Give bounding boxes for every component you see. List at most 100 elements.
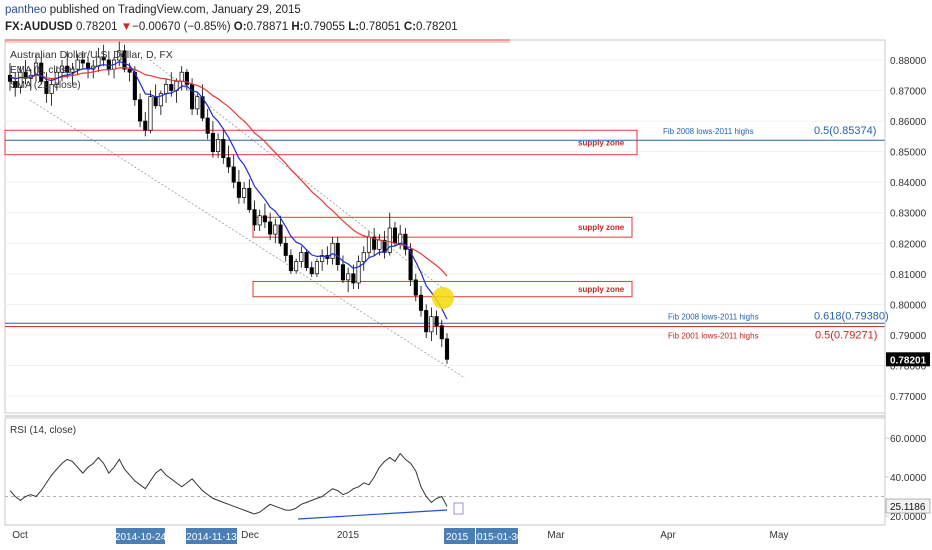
down-arrow-icon: ▼ <box>120 21 133 33</box>
candle-body <box>13 81 18 88</box>
candle-body <box>169 84 174 91</box>
symbol-name[interactable]: FX:AUDUSD <box>5 21 73 33</box>
candle-body <box>444 338 450 360</box>
candle-body <box>361 252 366 262</box>
candle-body <box>314 261 319 275</box>
rsi-title: RSI (14, close) <box>10 425 76 436</box>
candle-body <box>127 68 132 73</box>
candle-body <box>424 310 429 333</box>
candle-body <box>148 96 153 131</box>
alert-marker-icon <box>453 502 464 515</box>
price-tick-label: 0.82000 <box>890 239 927 250</box>
time-highlight-badge <box>116 528 165 544</box>
candle-body <box>65 65 70 73</box>
supply-zone-label: supply zone <box>578 138 625 147</box>
highlight-circle <box>432 287 454 309</box>
price-axis[interactable]: 0.88000 0.87000 0.86000 0.85000 0.84000 0.830… <box>884 40 930 525</box>
rsi-line <box>9 452 448 515</box>
fib-line-label: Fib 2001 lows-2011 highs <box>668 332 759 341</box>
candle-body <box>195 96 200 110</box>
last-price-badge <box>886 352 930 367</box>
candle-body <box>387 227 392 253</box>
price-tick-label: 0.83000 <box>890 209 927 220</box>
candle-body <box>262 215 267 223</box>
candle-body <box>164 84 169 94</box>
candle-body <box>304 252 309 269</box>
time-cursor-label: 2015 <box>446 532 469 543</box>
candle-body <box>351 273 356 284</box>
time-axis[interactable]: Oct Dec 2015 Mar Apr May 2014-10-24 2014-11-13 2… <box>5 524 885 544</box>
candle-body <box>236 181 241 198</box>
price-tick-label: 0.88000 <box>890 56 927 67</box>
candle-body <box>242 187 247 198</box>
price-tick-label: 0.81000 <box>890 270 927 281</box>
ema-legend: EMA (8, close) <box>10 65 75 76</box>
time-tick-label: Apr <box>660 530 676 541</box>
last-price-axis-label: 0.78201 <box>890 355 927 366</box>
candle-body <box>101 56 106 61</box>
candle-body <box>372 236 377 250</box>
price-tick-label: 0.80000 <box>890 300 927 311</box>
rsi-tick-label: 60.0000 <box>890 434 927 445</box>
supply-zone-label: supply zone <box>578 285 625 294</box>
price-tick-label: 0.79000 <box>890 331 927 342</box>
candle-body <box>288 255 293 272</box>
price-tick-label: 0.86000 <box>890 117 927 128</box>
publisher-line: pantheo published on TradingView.com, Ja… <box>5 4 301 16</box>
sma-legend: SMA (21, close) <box>10 80 81 91</box>
fib-line-label: Fib 2008 lows-2011 highs <box>663 127 754 136</box>
time-tick-label: 2015 <box>337 530 360 541</box>
time-highlight-badge <box>476 528 518 544</box>
candle-body <box>80 59 85 64</box>
price-tick-label: 0.87000 <box>890 87 927 98</box>
chart-legend: Australian Dollar/U.S. Dollar, D, FX EMA … <box>10 49 173 91</box>
supply-zone-box <box>252 216 633 238</box>
candle-body <box>216 139 221 152</box>
fib-level-label: 0.618(0.79380) <box>814 310 889 322</box>
candle-body <box>356 261 361 284</box>
publisher-username[interactable]: pantheo <box>5 4 47 16</box>
candle-body <box>434 316 439 327</box>
candle-body <box>366 236 372 253</box>
rsi-last-label: 25.1186 <box>890 502 926 513</box>
low-value: 0.78051 <box>359 21 401 33</box>
candle-body <box>278 224 283 244</box>
trendlines <box>5 39 510 379</box>
candle-body <box>117 50 122 61</box>
candle-body <box>184 71 189 85</box>
candle-body <box>75 59 80 70</box>
candle-body <box>413 279 418 296</box>
price-tick-label: 0.85000 <box>890 148 927 159</box>
candle-body <box>205 117 210 134</box>
candle-body <box>398 233 403 244</box>
candle-body <box>153 96 158 107</box>
candle-body <box>257 215 262 226</box>
moving-averages <box>9 60 448 320</box>
open-value: 0.78871 <box>246 21 289 33</box>
rsi-pane[interactable] <box>4 417 886 526</box>
time-highlight-label: 2015-01-30 <box>471 532 523 543</box>
rsi-last-badge <box>885 498 931 514</box>
candle-body <box>200 96 205 119</box>
rsi-divergence-line <box>297 509 448 520</box>
time-highlight-label: 2014-11-13 <box>186 532 237 543</box>
candle-body <box>439 325 444 340</box>
sma-21-line <box>9 66 448 277</box>
candle-body <box>70 68 75 73</box>
published-text: published on TradingView.com, January 29… <box>49 4 301 16</box>
candle-body <box>190 84 195 110</box>
candle-body <box>7 74 13 82</box>
candlesticks <box>7 41 450 364</box>
candle-body <box>320 255 325 262</box>
supply-zone-box <box>4 129 638 156</box>
candle-body <box>335 242 340 266</box>
high-label: H: <box>291 21 304 33</box>
candle-body <box>221 139 226 159</box>
candle-body <box>377 239 382 250</box>
chart-header: pantheo published on TradingView.com, Ja… <box>0 0 932 40</box>
candle-body <box>59 65 65 73</box>
close-value: 0.78201 <box>416 21 458 33</box>
time-highlight-label: 2014-10-24 <box>115 532 167 543</box>
